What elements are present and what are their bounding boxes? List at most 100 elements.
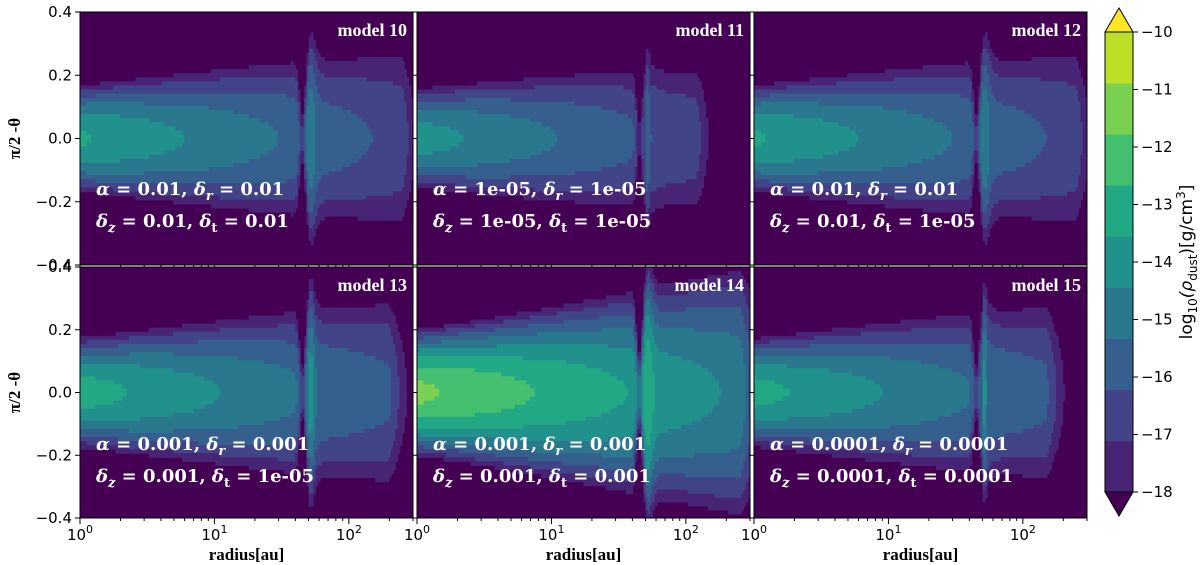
density-cell bbox=[1055, 364, 1064, 369]
density-cell bbox=[656, 489, 689, 495]
density-cell bbox=[306, 416, 310, 422]
density-cell bbox=[982, 295, 986, 300]
density-cell bbox=[634, 347, 638, 353]
density-cell bbox=[306, 412, 310, 418]
density-cell bbox=[514, 404, 618, 410]
density-cell bbox=[641, 97, 645, 103]
density-cell bbox=[304, 384, 308, 390]
density-cell bbox=[313, 424, 316, 430]
density-cell bbox=[299, 384, 305, 390]
density-cell bbox=[341, 105, 407, 111]
density-cell bbox=[308, 175, 314, 180]
colorbar-tick-label: −16 bbox=[1141, 368, 1173, 386]
density-cell bbox=[417, 138, 465, 144]
density-cell bbox=[1035, 154, 1081, 160]
density-cell bbox=[306, 118, 316, 123]
density-cell bbox=[1055, 396, 1066, 402]
density-cell bbox=[317, 400, 392, 406]
density-cell bbox=[645, 179, 651, 184]
density-cell bbox=[973, 380, 979, 385]
density-cell bbox=[643, 105, 647, 111]
density-cell bbox=[1047, 364, 1057, 369]
density-cell bbox=[754, 158, 795, 164]
density-cell bbox=[122, 384, 219, 390]
density-cell bbox=[304, 114, 308, 119]
density-cell bbox=[80, 360, 265, 365]
density-cell bbox=[754, 179, 771, 184]
density-cell bbox=[1051, 432, 1061, 438]
density-cell bbox=[982, 481, 988, 487]
param-line-1: α = 0.001, δr = 0.001 bbox=[433, 434, 646, 459]
density-cell bbox=[718, 380, 747, 385]
density-cell bbox=[978, 360, 982, 365]
density-cell bbox=[769, 441, 973, 446]
density-cell bbox=[306, 319, 310, 325]
density-cell bbox=[317, 60, 405, 66]
density-cell bbox=[643, 343, 647, 349]
density-cell bbox=[980, 315, 984, 321]
density-cell bbox=[964, 60, 968, 66]
density-cell bbox=[399, 380, 407, 385]
density-cell bbox=[980, 171, 984, 176]
density-cell bbox=[760, 445, 815, 450]
density-cell bbox=[645, 437, 651, 442]
density-cell bbox=[208, 167, 299, 172]
density-cell bbox=[987, 93, 995, 99]
density-cell bbox=[315, 437, 330, 442]
density-cell bbox=[308, 441, 314, 446]
x-tick-label: 101 bbox=[538, 523, 564, 544]
density-cell bbox=[1049, 400, 1057, 406]
density-cell bbox=[317, 368, 392, 373]
density-cell bbox=[530, 118, 633, 123]
density-cell bbox=[696, 171, 707, 176]
density-cell bbox=[654, 319, 744, 325]
density-cell bbox=[304, 187, 308, 193]
density-cell bbox=[745, 392, 750, 398]
density-cell bbox=[317, 211, 405, 217]
density-cell bbox=[718, 396, 747, 402]
density-cell bbox=[297, 118, 301, 123]
density-cell bbox=[645, 114, 651, 119]
density-cell bbox=[809, 195, 895, 201]
density-cell bbox=[645, 457, 653, 462]
density-cell bbox=[754, 109, 908, 115]
density-cell bbox=[634, 339, 638, 345]
density-cell bbox=[306, 473, 310, 479]
density-cell bbox=[297, 356, 301, 361]
density-cell bbox=[645, 299, 651, 305]
density-cell bbox=[650, 109, 700, 115]
density-cell bbox=[556, 469, 636, 475]
density-cell bbox=[317, 376, 392, 381]
density-cell bbox=[1055, 404, 1064, 410]
density-cell bbox=[299, 412, 305, 418]
density-cell bbox=[856, 130, 953, 136]
density-cell bbox=[650, 93, 687, 99]
density-cell bbox=[971, 158, 975, 164]
density-cell bbox=[80, 89, 299, 95]
density-cell bbox=[969, 77, 973, 82]
density-cell bbox=[982, 400, 988, 406]
density-cell bbox=[989, 146, 1044, 152]
density-cell bbox=[315, 191, 394, 197]
density-cell bbox=[1035, 118, 1081, 123]
density-cell bbox=[304, 138, 308, 144]
density-cell bbox=[641, 388, 645, 394]
density-cell bbox=[971, 420, 975, 426]
density-cell bbox=[643, 295, 647, 300]
density-cell bbox=[641, 461, 645, 466]
density-cell bbox=[982, 311, 986, 317]
density-cell bbox=[701, 416, 747, 422]
density-cell bbox=[741, 469, 750, 475]
density-cell bbox=[523, 356, 636, 361]
density-cell bbox=[643, 319, 647, 325]
density-cell bbox=[754, 372, 853, 377]
density-cell bbox=[304, 437, 308, 442]
density-cell bbox=[1051, 347, 1061, 353]
density-cell bbox=[390, 384, 401, 390]
density-cell bbox=[1075, 85, 1086, 91]
density-cell bbox=[80, 408, 194, 414]
density-cell bbox=[1082, 146, 1087, 152]
density-cell bbox=[259, 118, 299, 123]
density-cell bbox=[295, 77, 299, 82]
density-cell bbox=[754, 162, 908, 168]
